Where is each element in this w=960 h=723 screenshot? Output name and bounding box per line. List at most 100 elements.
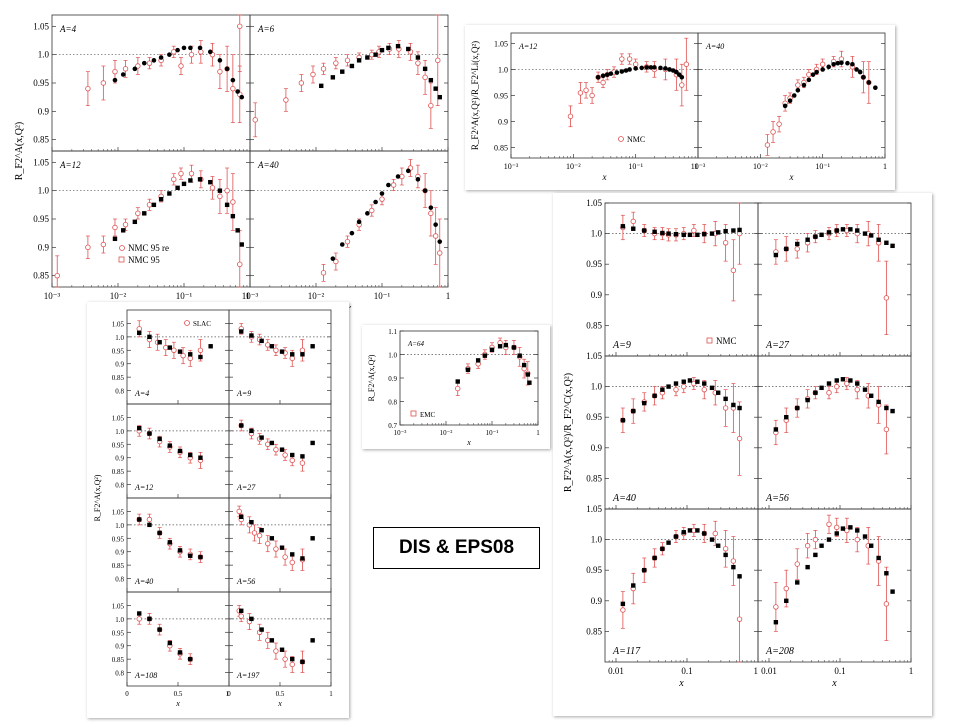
data-point bbox=[198, 40, 204, 64]
y-tick-label: 1.05 bbox=[33, 21, 49, 31]
y-tick-label: 0.85 bbox=[586, 473, 602, 483]
model-marker bbox=[861, 74, 866, 80]
model-marker bbox=[868, 543, 874, 548]
model-marker bbox=[652, 229, 657, 234]
data-point bbox=[437, 218, 443, 288]
data-marker bbox=[171, 176, 177, 183]
x-tick-label: 10⁻² bbox=[566, 162, 581, 171]
data-marker bbox=[432, 233, 439, 239]
model-marker bbox=[644, 65, 649, 70]
y-tick-label: 1.0 bbox=[115, 522, 124, 530]
fig4-panel-0: 0.7 0.8 0.9 1.0 1.1 10⁻³ 10⁻² 10⁻¹ 1 A=64 EMC bbox=[388, 328, 540, 437]
data-marker bbox=[794, 246, 800, 252]
data-marker bbox=[455, 385, 461, 392]
y-tick-label: 0.95 bbox=[112, 441, 125, 449]
panel-label: A=208 bbox=[765, 646, 794, 657]
model-marker bbox=[795, 87, 801, 93]
data-marker bbox=[379, 196, 385, 202]
data-marker bbox=[112, 224, 118, 231]
model-marker bbox=[715, 543, 721, 548]
fig3-panel-7: 0 0.5 1 A=197 bbox=[227, 591, 333, 698]
data-point bbox=[178, 167, 184, 180]
y-tick-label: 0.85 bbox=[112, 562, 125, 570]
model-marker bbox=[702, 531, 707, 536]
data-point bbox=[85, 235, 91, 260]
model-marker bbox=[121, 228, 126, 233]
model-marker bbox=[527, 380, 532, 385]
data-marker bbox=[770, 129, 776, 135]
data-point bbox=[730, 383, 737, 433]
model-marker bbox=[157, 340, 162, 345]
data-marker bbox=[722, 405, 729, 411]
data-point bbox=[256, 623, 263, 641]
data-point bbox=[390, 178, 397, 192]
model-marker bbox=[379, 47, 385, 53]
data-marker bbox=[854, 536, 860, 543]
data-marker bbox=[773, 604, 779, 610]
data-marker bbox=[122, 66, 129, 72]
figure-4: 0.7 0.8 0.9 1.0 1.1 10⁻³ 10⁻² 10⁻¹ 1 A=64 EMC x R_F2… bbox=[362, 325, 550, 449]
data-point bbox=[773, 419, 779, 446]
model-marker bbox=[373, 199, 378, 205]
model-marker bbox=[230, 213, 236, 219]
model-marker bbox=[167, 345, 173, 350]
model-marker bbox=[620, 418, 626, 423]
data-marker bbox=[428, 210, 434, 217]
y-tick-label: 1.0 bbox=[388, 352, 397, 360]
data-point bbox=[844, 377, 850, 391]
model-marker bbox=[805, 564, 810, 570]
data-marker bbox=[600, 79, 606, 86]
model-marker bbox=[642, 400, 647, 406]
data-marker bbox=[310, 71, 316, 78]
y-tick-label: 1.0 bbox=[591, 535, 603, 545]
data-marker bbox=[217, 68, 223, 75]
model-marker bbox=[604, 72, 610, 77]
data-point bbox=[265, 535, 271, 553]
figure-5: 0.85 0.9 0.95 1.0 1.05 A=9 NMC A=27 0.85 0.9 0.95 1… bbox=[553, 193, 932, 716]
model-marker bbox=[386, 182, 391, 188]
data-point bbox=[854, 224, 860, 244]
panel-label: A=9 bbox=[236, 389, 251, 398]
x-tick-label: 10⁻³ bbox=[504, 162, 519, 171]
x-axis-label: x bbox=[789, 172, 794, 182]
model-marker bbox=[386, 45, 391, 51]
model-marker bbox=[259, 627, 264, 632]
model-marker bbox=[167, 52, 172, 57]
model-marker bbox=[310, 536, 315, 541]
model-marker bbox=[249, 333, 254, 338]
model-marker bbox=[132, 219, 138, 225]
data-marker bbox=[826, 521, 832, 527]
data-point bbox=[273, 443, 279, 456]
figure-4-svg: 0.7 0.8 0.9 1.0 1.1 10⁻³ 10⁻² 10⁻¹ 1 A=64 EMC x R_F2… bbox=[367, 328, 540, 447]
data-marker bbox=[178, 170, 184, 177]
y-tick-label: 0.85 bbox=[112, 374, 125, 382]
y-tick-label: 1.0 bbox=[115, 428, 124, 436]
panel-label: A=40 bbox=[257, 160, 279, 170]
y-tick-label: 0.85 bbox=[112, 656, 125, 664]
data-marker bbox=[369, 51, 375, 58]
panel-label: A=108 bbox=[134, 671, 157, 680]
panel-label: A=12 bbox=[518, 42, 537, 51]
data-point bbox=[619, 53, 625, 65]
data-point bbox=[344, 235, 351, 248]
model-marker bbox=[737, 574, 742, 579]
y-tick-label: 1.1 bbox=[388, 328, 397, 336]
data-point bbox=[209, 176, 216, 200]
model-marker bbox=[279, 647, 285, 652]
data-marker bbox=[701, 386, 707, 393]
model-marker bbox=[819, 232, 824, 238]
data-marker bbox=[265, 441, 271, 447]
y-tick-label: 1.0 bbox=[498, 65, 508, 74]
model-marker bbox=[619, 69, 625, 74]
data-marker bbox=[691, 227, 697, 234]
model-marker bbox=[784, 246, 789, 252]
model-marker bbox=[784, 415, 789, 420]
data-marker bbox=[344, 57, 351, 64]
model-marker bbox=[826, 230, 832, 235]
legend-marker bbox=[706, 337, 713, 344]
data-point bbox=[589, 87, 595, 104]
data-point bbox=[503, 340, 509, 355]
y-tick-label: 0.85 bbox=[33, 271, 49, 281]
model-marker bbox=[709, 385, 715, 391]
x-tick-label: 1 bbox=[246, 291, 251, 301]
